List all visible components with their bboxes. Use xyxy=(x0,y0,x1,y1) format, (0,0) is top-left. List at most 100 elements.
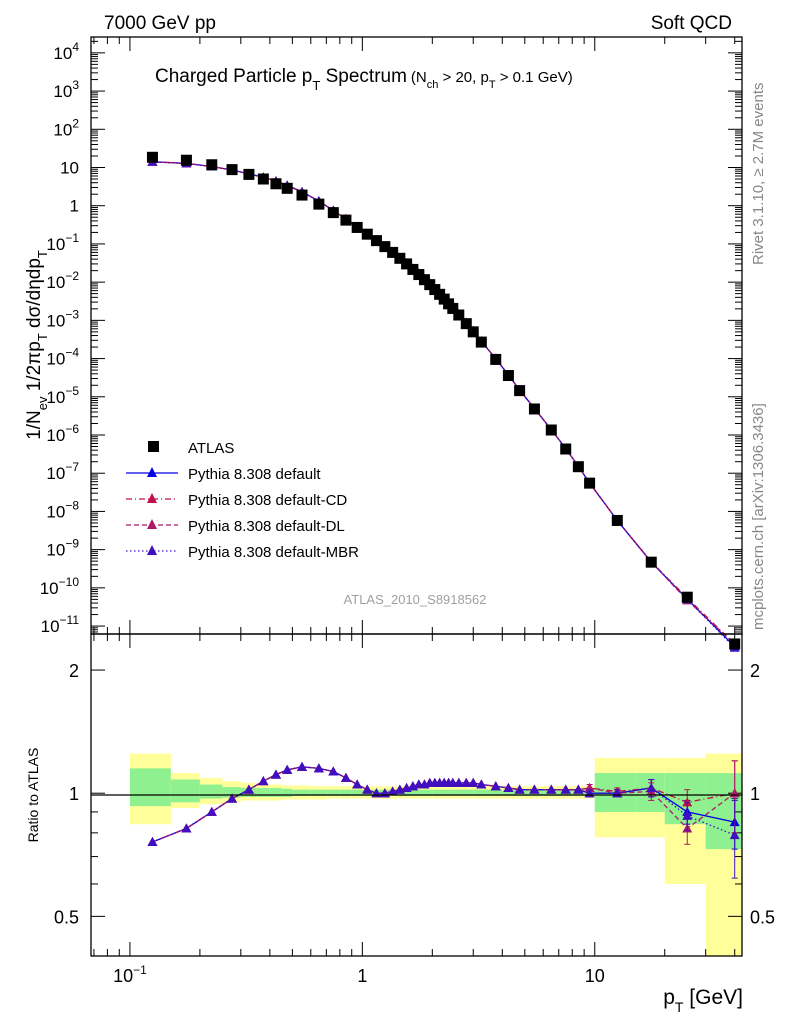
ratio-plot-series xyxy=(147,760,740,879)
y-tick-label: 10−4 xyxy=(46,346,79,369)
y-tick-label: 10−3 xyxy=(46,307,79,330)
ratio-series-point xyxy=(529,784,540,794)
atlas-data-point xyxy=(257,173,269,185)
atlas-data-point xyxy=(514,385,526,397)
ratio-series-point xyxy=(282,764,293,774)
ratio-series-point xyxy=(646,782,657,792)
y-tick-label: 10−8 xyxy=(46,498,79,521)
axis-ticks xyxy=(91,37,742,957)
main-series-line xyxy=(152,161,736,649)
atlas-data-point xyxy=(645,556,657,568)
atlas-data-point xyxy=(370,235,382,247)
ratio-series-point xyxy=(729,830,740,840)
atlas-data-point xyxy=(453,309,465,321)
legend-label-default: Pythia 8.308 default xyxy=(188,466,321,483)
atlas-data-point xyxy=(313,198,325,210)
atlas-data-point xyxy=(361,228,373,240)
ratio-y-tick-label-right: 0.5 xyxy=(750,907,775,927)
ratio-y-tick-label-left: 1 xyxy=(69,784,79,804)
atlas-data-point xyxy=(281,182,293,194)
y-tick-label: 10−6 xyxy=(46,422,79,445)
atlas-data-point xyxy=(407,263,419,275)
atlas-data-point xyxy=(490,353,502,365)
y-tick-label: 10−5 xyxy=(46,384,79,407)
band-inner-bin xyxy=(326,789,340,796)
atlas-data-point xyxy=(611,514,623,526)
y-tick-label: 10−11 xyxy=(41,613,80,636)
y-tick-label: 10−1 xyxy=(46,231,79,254)
atlas-data-point xyxy=(206,159,218,171)
ratio-series-point xyxy=(328,766,339,776)
ratio-y-axis-label: Ratio to ATLAS xyxy=(25,748,41,843)
atlas-data-point xyxy=(296,189,308,201)
ratio-series-point xyxy=(490,781,501,791)
atlas-data-point xyxy=(401,258,413,270)
band-inner-bin xyxy=(199,784,223,799)
legend-label-dl: Pythia 8.308 default-DL xyxy=(188,518,345,535)
main-series-line xyxy=(152,161,736,645)
band-inner-bin xyxy=(281,788,293,797)
atlas-data-point xyxy=(467,326,479,338)
band-inner-bin xyxy=(502,789,525,796)
ratio-series-point xyxy=(270,769,281,779)
main-plot-series xyxy=(146,151,741,652)
y-tick-label: 10−10 xyxy=(40,575,80,598)
y-tick-label: 102 xyxy=(53,116,79,139)
ratio-series-point xyxy=(340,772,351,782)
legend-marker-default xyxy=(147,467,157,477)
legend-marker-dl xyxy=(147,519,157,529)
x-tick-label: 1 xyxy=(357,966,367,986)
legend-marker-mbr xyxy=(147,545,157,555)
y-tick-label: 10−7 xyxy=(46,460,79,483)
atlas-data-point xyxy=(545,424,557,436)
ratio-series-point xyxy=(258,776,269,786)
atlas-data-point xyxy=(560,443,572,455)
main-series-line xyxy=(152,161,736,645)
atlas-data-point xyxy=(270,178,282,190)
ratio-series-point xyxy=(468,777,479,787)
band-inner-bin xyxy=(403,789,433,796)
analysis-id-label: ATLAS_2010_S8918562 xyxy=(344,592,487,607)
process-label: Soft QCD xyxy=(651,13,732,34)
ratio-series-point xyxy=(181,823,192,833)
band-inner-bin xyxy=(473,789,503,796)
atlas-data-point xyxy=(351,221,363,233)
legend: ATLAS Pythia 8.308 default Pythia 8.308 … xyxy=(126,440,359,561)
band-inner-bin xyxy=(339,789,352,796)
atlas-data-point xyxy=(379,241,391,253)
band-inner-bin xyxy=(256,787,270,797)
ratio-series-point xyxy=(476,779,487,789)
x-axis-label: pT [GeV] xyxy=(663,986,743,1015)
legend-marker-cd xyxy=(147,493,157,503)
atlas-data-point xyxy=(413,269,425,281)
atlas-data-point xyxy=(447,302,459,314)
band-inner-bin xyxy=(129,768,171,807)
atlas-data-point xyxy=(226,164,238,176)
ratio-series-point xyxy=(514,784,525,794)
ratio-series-point xyxy=(453,777,464,787)
ratio-y-tick-label-right: 1 xyxy=(750,784,760,804)
atlas-data-point xyxy=(146,151,158,163)
legend-marker-atlas xyxy=(148,441,159,452)
ratio-series-point xyxy=(227,793,238,803)
atlas-data-point xyxy=(340,214,352,226)
ratio-series-point xyxy=(206,806,217,816)
ratio-series-point xyxy=(573,784,584,794)
legend-label-atlas: ATLAS xyxy=(188,440,234,457)
band-inner-bin xyxy=(351,789,363,796)
band-inner-bin xyxy=(269,787,282,797)
y-tick-label: 10−9 xyxy=(46,537,79,560)
rivet-version-label: Rivet 3.1.10, ≥ 2.7M events xyxy=(750,83,767,266)
ratio-series-point xyxy=(546,784,557,794)
atlas-data-point xyxy=(327,207,339,219)
ratio-series-point xyxy=(147,836,158,846)
band-inner-bin xyxy=(222,787,241,798)
atlas-data-point xyxy=(572,461,584,473)
ratio-y-tick-label-right: 2 xyxy=(750,661,760,681)
atlas-data-point xyxy=(584,477,596,489)
atlas-data-point xyxy=(475,336,487,348)
band-inner-bin xyxy=(454,789,474,796)
atlas-data-point xyxy=(460,318,472,330)
band-inner-bin xyxy=(292,789,311,796)
